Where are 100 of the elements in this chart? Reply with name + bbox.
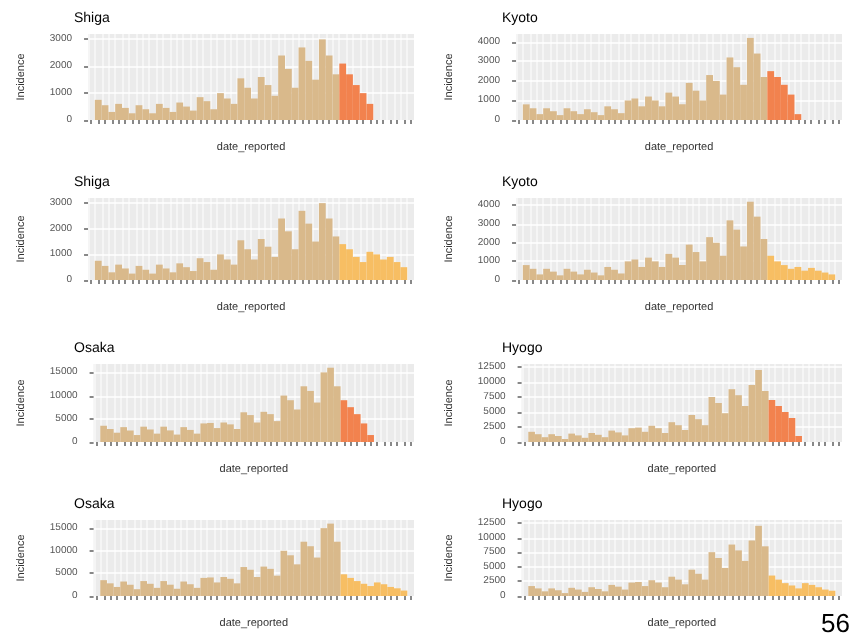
bar <box>672 96 680 120</box>
bar <box>100 425 107 442</box>
bar <box>207 577 214 596</box>
bar <box>522 104 530 120</box>
bar <box>380 259 387 280</box>
bar <box>373 254 381 280</box>
bar <box>628 582 636 596</box>
bar <box>608 430 616 442</box>
bar <box>715 558 722 596</box>
bar <box>794 266 802 280</box>
bar <box>115 103 122 120</box>
bar <box>563 108 571 120</box>
bar <box>393 588 401 596</box>
bar <box>267 414 274 442</box>
bar <box>340 400 348 442</box>
bar <box>814 270 822 280</box>
bar <box>135 105 143 120</box>
bar <box>595 588 602 596</box>
bar <box>715 403 722 442</box>
bar <box>548 588 555 596</box>
bar <box>237 78 245 120</box>
bar <box>260 566 268 596</box>
bar <box>595 434 602 442</box>
bar <box>588 433 596 442</box>
bar <box>327 523 334 596</box>
bar <box>672 257 680 280</box>
bar <box>631 259 639 280</box>
bar <box>801 583 809 596</box>
bar <box>645 257 652 280</box>
bar <box>120 427 127 442</box>
bar <box>217 254 224 280</box>
bar <box>675 579 682 596</box>
bar <box>615 586 622 596</box>
bar <box>550 271 557 280</box>
bar <box>217 93 224 120</box>
bar <box>247 569 254 596</box>
bar <box>635 427 642 442</box>
bar <box>624 100 632 120</box>
bar <box>128 273 136 280</box>
bar <box>240 412 248 442</box>
bar <box>162 107 170 120</box>
bar <box>728 389 736 442</box>
bar <box>583 269 591 280</box>
bar <box>149 273 156 280</box>
bar <box>536 274 544 280</box>
bar <box>774 77 781 120</box>
bar <box>808 267 815 280</box>
bar <box>651 100 659 120</box>
bar <box>122 107 129 120</box>
bar <box>162 268 170 280</box>
bar <box>608 584 616 596</box>
bar <box>735 550 742 596</box>
bar <box>781 583 789 596</box>
bar <box>257 77 265 120</box>
bar <box>122 268 129 280</box>
bar <box>180 427 188 442</box>
bar <box>536 114 544 120</box>
bar <box>801 270 809 280</box>
bar <box>287 555 294 596</box>
bar <box>223 98 231 120</box>
bar <box>260 411 268 442</box>
bar <box>621 435 629 442</box>
bar <box>554 436 562 442</box>
bar <box>180 581 188 596</box>
bar <box>167 584 174 596</box>
bar <box>367 586 374 596</box>
bar <box>645 96 652 120</box>
bar <box>695 419 702 442</box>
bar <box>120 581 127 596</box>
bar <box>755 370 762 442</box>
bar <box>767 71 775 120</box>
bar <box>568 587 576 596</box>
bar <box>788 585 796 596</box>
bar <box>160 581 168 596</box>
bar <box>267 568 274 596</box>
bar <box>780 265 788 280</box>
bar <box>706 75 713 120</box>
bar <box>320 528 328 596</box>
bar <box>327 367 334 442</box>
bar <box>101 105 109 120</box>
bar <box>155 103 163 120</box>
bar <box>128 113 136 120</box>
bar <box>712 80 720 120</box>
bar <box>108 272 116 280</box>
bar <box>528 586 535 596</box>
bar <box>768 400 776 442</box>
bar <box>94 260 102 280</box>
bar <box>534 588 542 596</box>
bar <box>651 261 659 280</box>
bar <box>167 430 174 442</box>
bar <box>781 412 789 442</box>
bar <box>615 432 622 442</box>
bar <box>604 266 612 280</box>
bar <box>708 552 716 596</box>
bar <box>346 249 353 280</box>
bar <box>522 265 530 280</box>
bar <box>339 244 347 280</box>
bar <box>223 259 231 280</box>
bar <box>220 422 228 442</box>
bar <box>203 101 211 120</box>
